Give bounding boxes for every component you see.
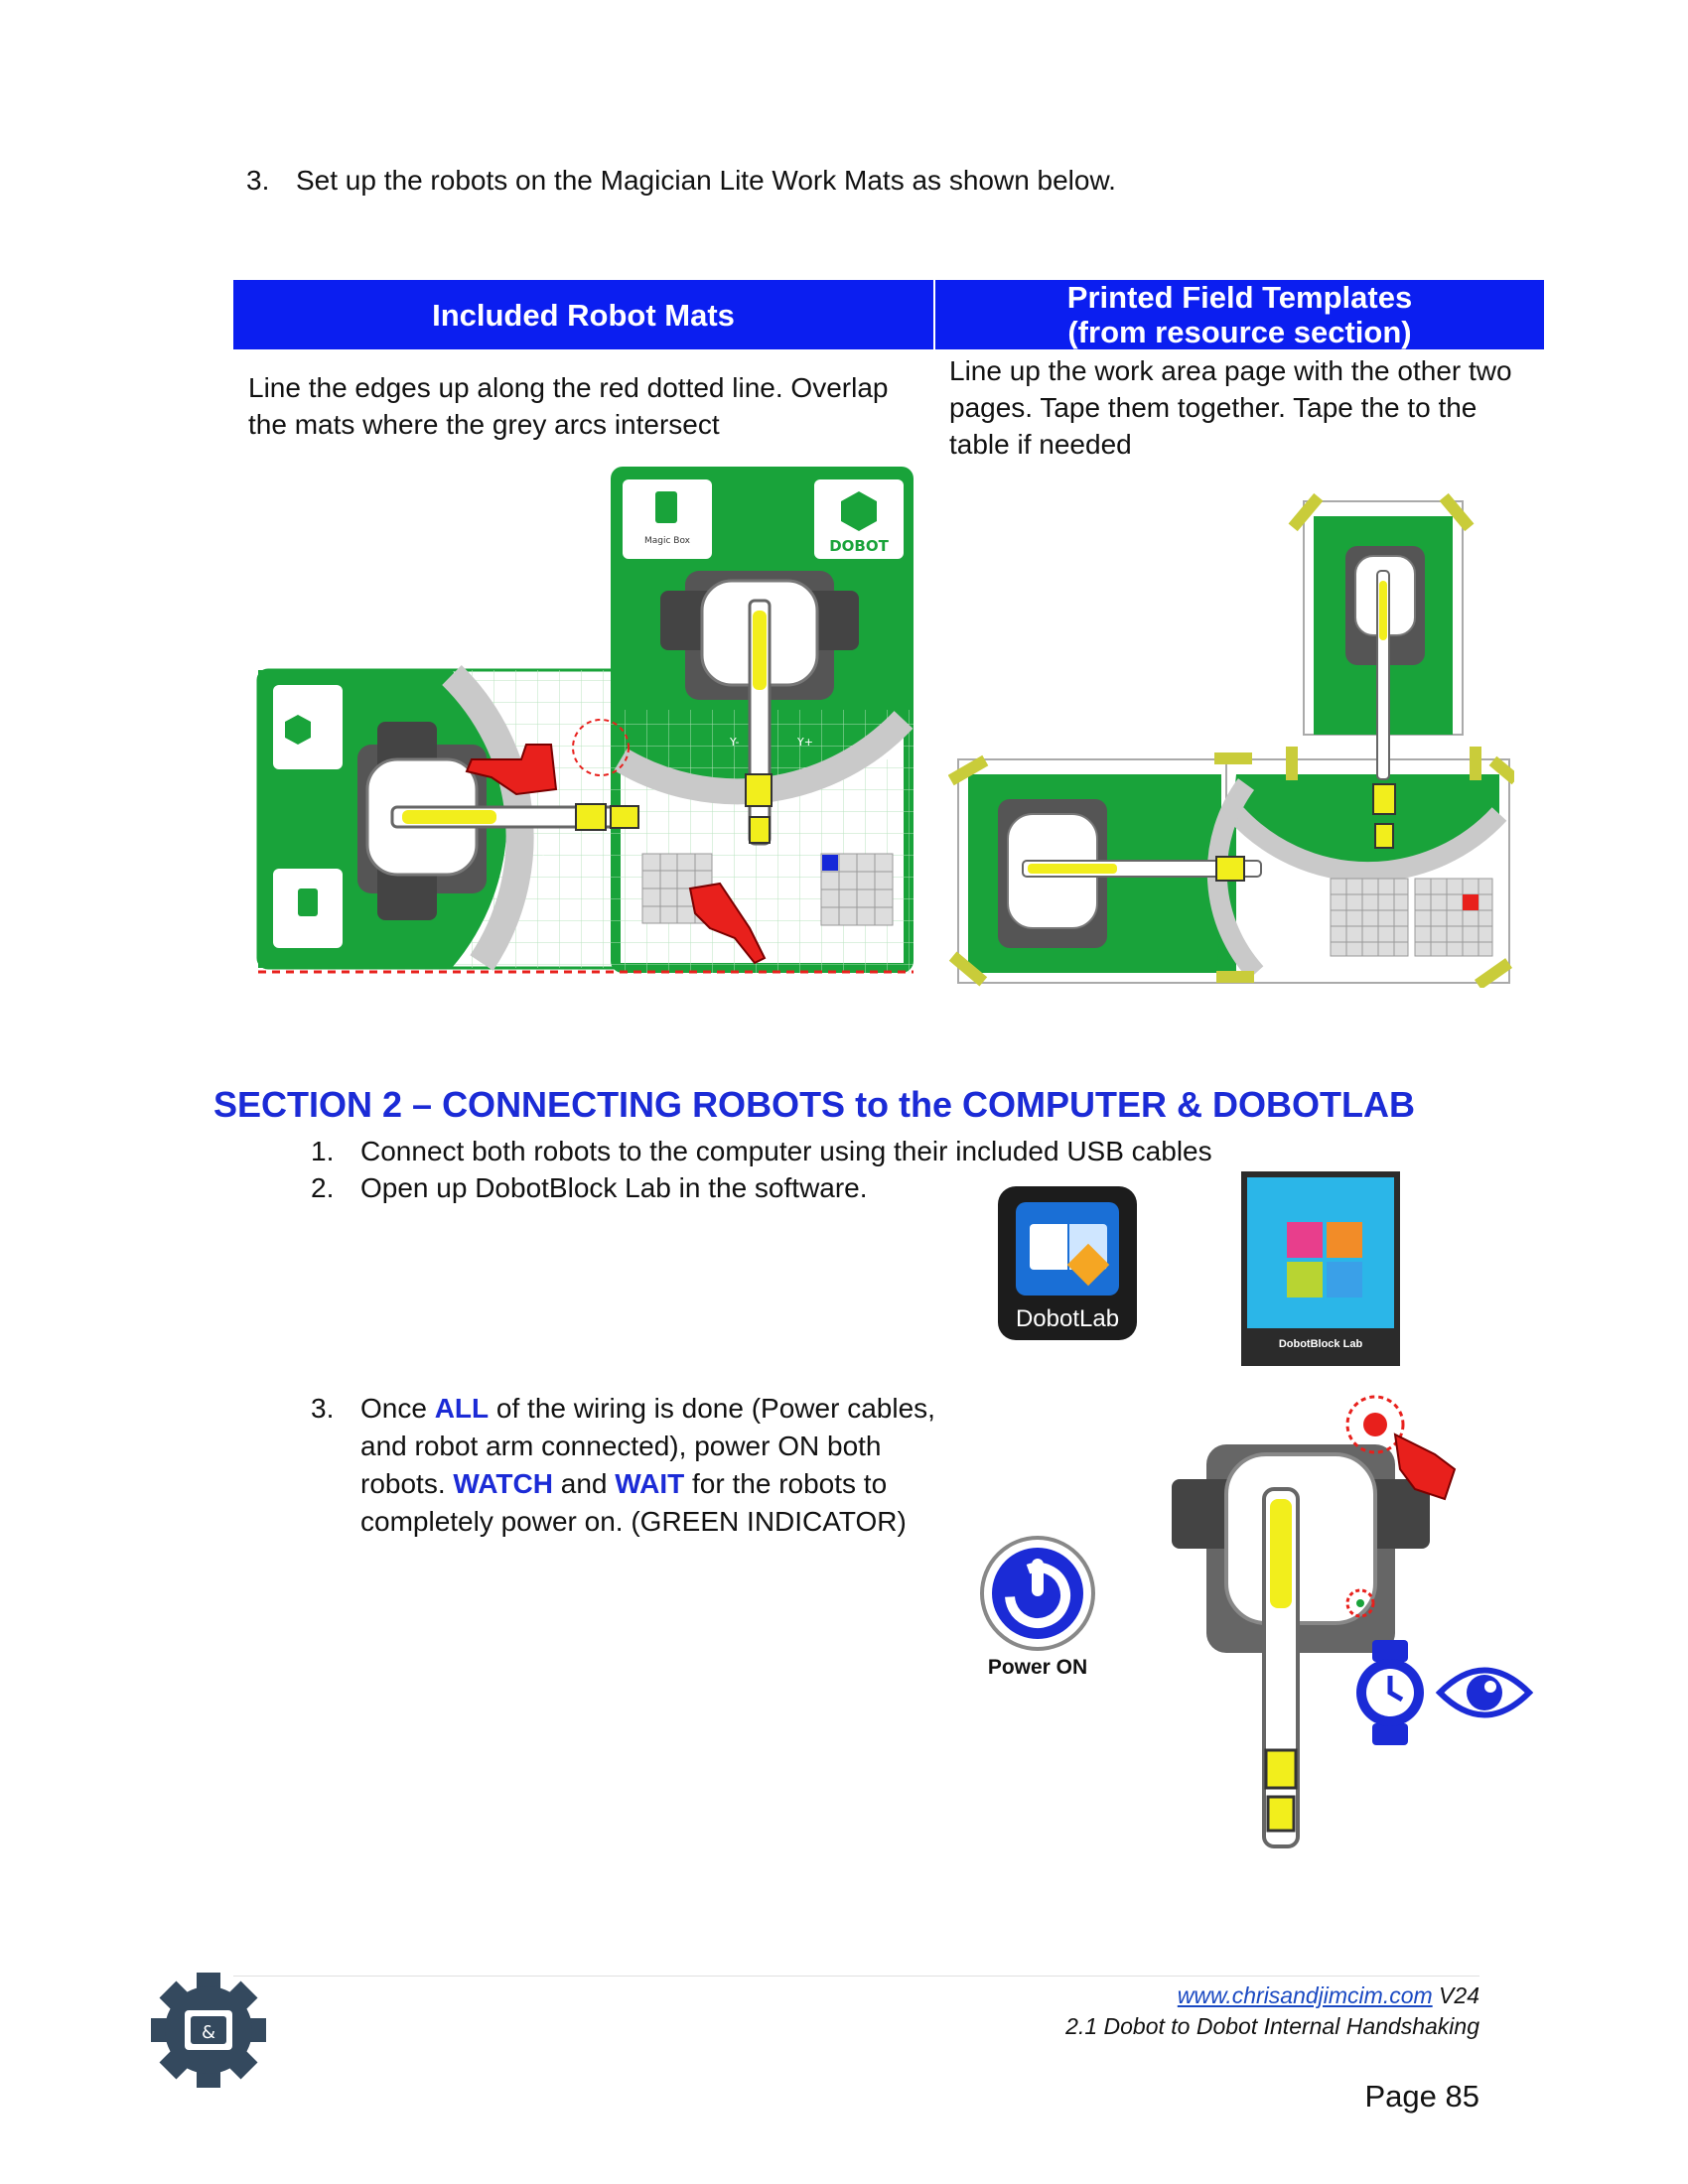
tape-line-label: TAPE LINE [1325,740,1370,750]
step-text: Connect both robots to the computer usin… [360,1136,1212,1166]
robot-top-view-illustration [1172,1395,1457,1848]
header-label-line2: (from resource section) [1067,315,1412,349]
text-run: of the wiring is done (Power cables, [489,1393,935,1424]
svg-text:&: & [202,2022,215,2043]
dobotlab-app-icon[interactable]: DobotLab [998,1186,1137,1340]
table-header-robot-mats: Included Robot Mats [233,280,933,349]
robot-mats-illustration: Magic Box DOBOT Y- Y+ Y+ Y- [256,467,914,974]
text-run: for the robots to [684,1468,888,1499]
step-number: 2. [311,1172,335,1203]
watch-icon [1356,1640,1424,1745]
intro-step: 3. Set up the robots on the Magician Lit… [246,162,1338,202]
footer-divider [233,1976,1479,1977]
section2-step3: 3. Once ALL of the wiring is done (Power… [311,1390,956,1549]
dobotlab-label: DobotLab [1015,1305,1120,1332]
power-on-label: Power ON [987,1656,1088,1679]
cube-grid-right [820,853,894,926]
puzzle-icon [1247,1177,1394,1328]
cube-grid-right [1414,878,1493,957]
website-link[interactable]: www.chrisandjimcim.com [1177,1982,1433,2008]
step-number: 3. [311,1393,335,1424]
text-run: and [552,1468,616,1499]
step-text: Open up DobotBlock Lab in the software. [360,1172,868,1203]
dobotblock-lab-app-icon[interactable]: DobotBlock Lab [1241,1171,1400,1366]
cube-grid-left [1330,878,1409,957]
power-button [1363,1413,1387,1436]
power-icon [980,1536,1095,1651]
magic-box-label: Magic Box [644,536,691,546]
emphasis-all: ALL [434,1393,490,1424]
top-y-plus: Y+ [796,736,813,749]
dobotblock-label: DobotBlock Lab [1278,1338,1363,1350]
footer-subtitle: 2.1 Dobot to Dobot Internal Handshaking [1065,2013,1479,2039]
text-line: completely power on. (GREEN INDICATOR) [360,1506,907,1537]
text-line: Line the edges up along the red dotted l… [248,372,889,403]
header-label: Included Robot Mats [432,297,735,333]
power-button-highlight [1345,1395,1405,1454]
text-line: pages. Tape them together. Tape the to t… [949,392,1477,423]
section2-step2: 2. Open up DobotBlock Lab in the softwar… [311,1169,1204,1209]
pointing-hand-icon [465,744,558,796]
left-y-minus: Y- [536,855,549,865]
text-line: the mats where the grey arcs intersect [248,409,720,440]
step-number: 3. [246,165,270,196]
text-run: Once [360,1393,435,1424]
table-header-printed-templates: Printed Field Templates (from resource s… [935,280,1544,349]
emphasis-watch: WATCH [453,1468,553,1499]
tape-line-label: TAPE LINE [1412,740,1458,750]
text-line: Line up the work area page with the othe… [949,355,1512,386]
top-y-minus: Y- [729,736,739,749]
book-icon [1016,1202,1119,1296]
section2-step1: 1. Connect both robots to the computer u… [311,1133,1254,1172]
printed-templates-illustration: TAPE LINE TAPE LINE [948,492,1514,988]
step-number: 1. [311,1136,335,1166]
green-indicator [1356,1599,1364,1607]
text-line: and robot arm connected), power ON both [360,1431,882,1461]
page-number: Page 85 [1364,2079,1480,2114]
text-run: robots. [360,1468,454,1499]
intersection-highlight [572,719,630,776]
text-line: table if needed [949,429,1132,460]
dobot-logo-text: DOBOT [829,537,889,555]
version: V24 [1432,1982,1479,2008]
step-text: Set up the robots on the Magician Lite W… [296,165,1116,196]
pointing-hand-icon [1393,1433,1457,1501]
footer-text: www.chrisandjimcim.com V24 2.1 Dobot to … [894,1980,1479,2042]
section-title: SECTION 2 – CONNECTING ROBOTS to the COM… [213,1084,1416,1125]
step-text: Once ALL of the wiring is done (Power ca… [360,1390,935,1541]
green-indicator-highlight [1345,1588,1375,1618]
gear-logo-icon: & [151,1973,266,2088]
header-label-line1: Printed Field Templates [1066,280,1413,315]
tape-strips [948,492,1514,988]
templates-instructions: Line up the work area page with the othe… [949,352,1545,463]
eye-icon [1435,1667,1534,1718]
emphasis-wait: WAIT [615,1468,685,1499]
robot-mats-instructions: Line the edges up along the red dotted l… [248,369,923,443]
pointing-hand-icon [688,882,767,965]
